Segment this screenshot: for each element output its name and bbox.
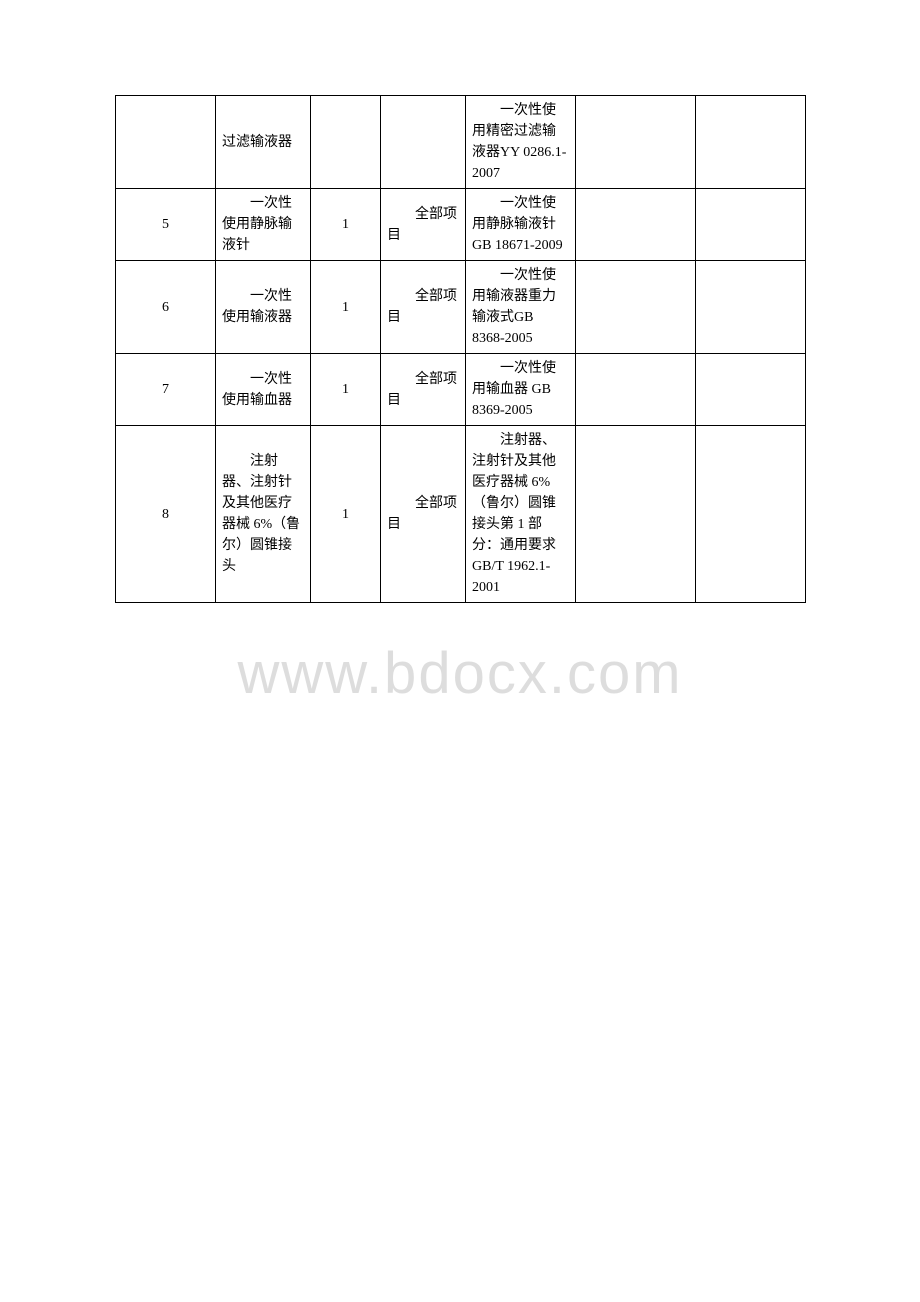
cell-standard: 一次性使用静脉输液针GB 18671-2009 [466,189,576,261]
cell-standard: 注射器、注射针及其他医疗器械 6%（鲁尔）圆锥接头第 1 部分：通用要求 GB/… [466,426,576,603]
cell-num [311,96,381,189]
cell-item: 全部项目 [381,426,466,603]
cell-item: 全部项目 [381,261,466,354]
cell-standard: 一次性使用精密过滤输液器YY 0286.1-2007 [466,96,576,189]
table-body: 过滤输液器 一次性使用精密过滤输液器YY 0286.1-2007 5 一次性使用… [116,96,806,603]
cell-blank [696,426,806,603]
cell-blank [576,96,696,189]
cell-standard: 一次性使用输血器 GB 8369-2005 [466,354,576,426]
cell-blank [696,354,806,426]
cell-product: 注射器、注射针及其他医疗器械 6%（鲁尔）圆锥接头 [216,426,311,603]
cell-blank [576,354,696,426]
cell-standard: 一次性使用输液器重力输液式GB 8368-2005 [466,261,576,354]
cell-product: 一次性使用静脉输液针 [216,189,311,261]
cell-num: 1 [311,189,381,261]
table-row: 6 一次性使用输液器 1 全部项目 一次性使用输液器重力输液式GB 8368-2… [116,261,806,354]
table-row: 5 一次性使用静脉输液针 1 全部项目 一次性使用静脉输液针GB 18671-2… [116,189,806,261]
cell-num: 1 [311,354,381,426]
cell-blank [576,189,696,261]
table-row: 7 一次性使用输血器 1 全部项目 一次性使用输血器 GB 8369-2005 [116,354,806,426]
cell-blank [696,261,806,354]
table-row: 过滤输液器 一次性使用精密过滤输液器YY 0286.1-2007 [116,96,806,189]
cell-item: 全部项目 [381,189,466,261]
cell-product: 一次性使用输血器 [216,354,311,426]
cell-item [381,96,466,189]
cell-blank [576,426,696,603]
cell-num: 1 [311,261,381,354]
cell-num: 1 [311,426,381,603]
cell-blank [696,189,806,261]
cell-seq [116,96,216,189]
cell-item: 全部项目 [381,354,466,426]
cell-seq: 7 [116,354,216,426]
cell-blank [576,261,696,354]
cell-seq: 5 [116,189,216,261]
cell-seq: 6 [116,261,216,354]
document-table: 过滤输液器 一次性使用精密过滤输液器YY 0286.1-2007 5 一次性使用… [115,95,806,603]
cell-blank [696,96,806,189]
cell-seq: 8 [116,426,216,603]
cell-product: 过滤输液器 [216,96,311,189]
watermark-text: www.bdocx.com [237,640,682,707]
cell-product: 一次性使用输液器 [216,261,311,354]
table-row: 8 注射器、注射针及其他医疗器械 6%（鲁尔）圆锥接头 1 全部项目 注射器、注… [116,426,806,603]
